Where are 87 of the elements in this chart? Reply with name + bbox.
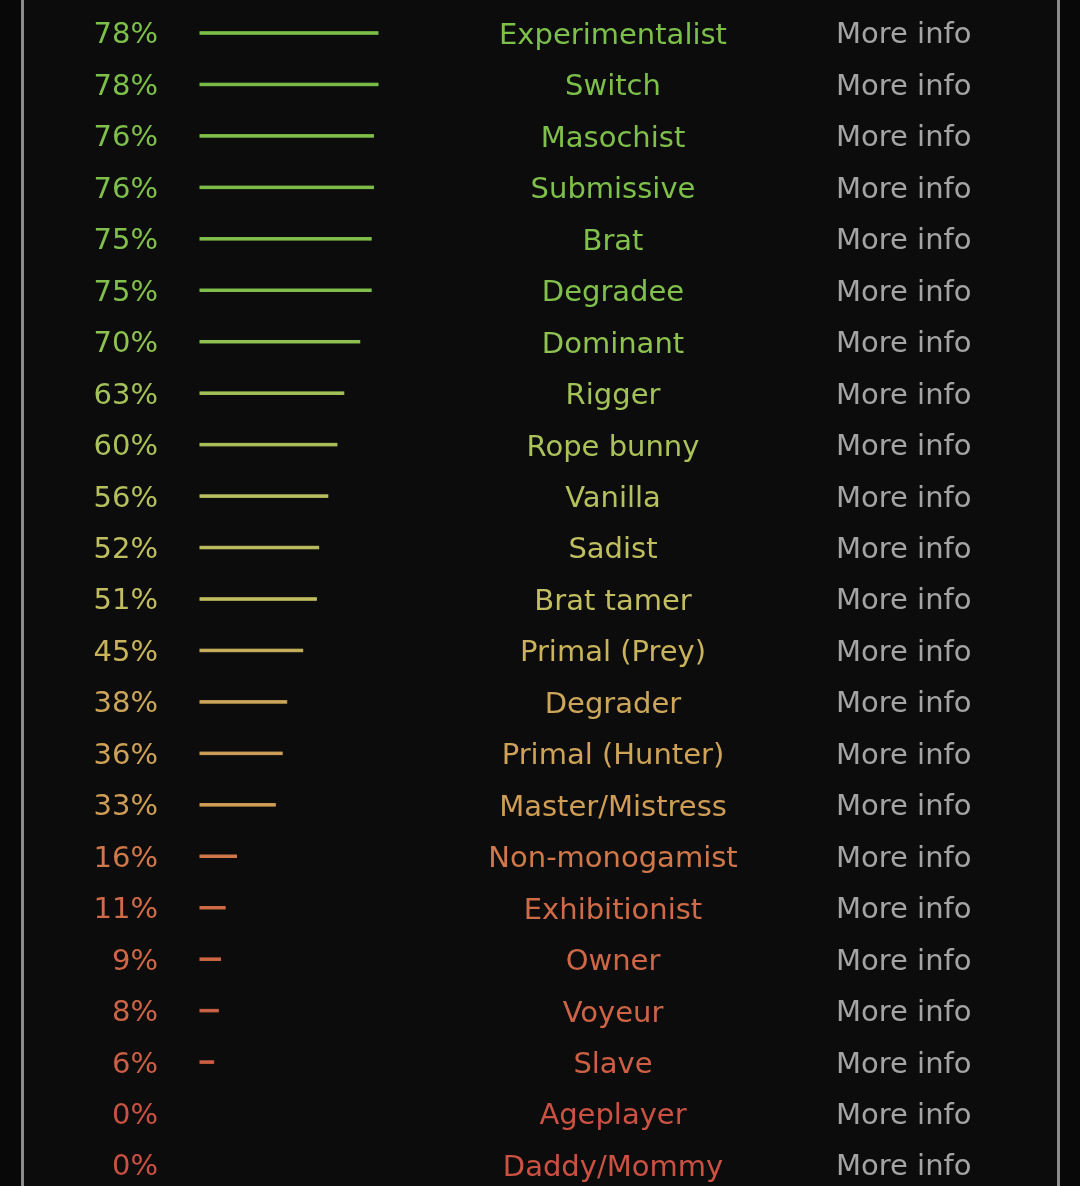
bar — [199, 597, 317, 601]
data-label: 45% — [93, 633, 158, 668]
y-tick-label: Primal (Hunter) — [501, 737, 725, 772]
text: More info — [836, 633, 972, 668]
bar — [199, 185, 374, 190]
text: More info — [836, 1096, 972, 1131]
bar — [199, 905, 226, 910]
y-tick-label: Degradee — [541, 274, 685, 309]
data-label: 0% — [111, 1148, 158, 1183]
data-label: 9% — [111, 942, 158, 977]
y-tick-label: Brat tamer — [534, 582, 692, 617]
text: More info — [836, 479, 972, 514]
y-tick-label: Masochist — [540, 119, 686, 154]
data-label: 75% — [93, 273, 158, 308]
text: More info — [836, 170, 972, 205]
data-label: 38% — [93, 685, 158, 720]
text: More info — [836, 839, 972, 874]
data-label: 8% — [111, 994, 158, 1029]
y-tick-label: Brat — [582, 222, 644, 257]
data-label: 75% — [93, 222, 158, 257]
text: More info — [836, 788, 972, 823]
bar — [199, 751, 283, 756]
text: More info — [836, 1148, 972, 1183]
bar — [199, 494, 329, 498]
y-tick-label: Switch — [565, 68, 661, 103]
y-tick-label: Owner — [565, 943, 661, 978]
bar — [199, 391, 345, 395]
y-tick-label: Degrader — [544, 685, 682, 720]
bar — [199, 442, 338, 447]
text: More info — [836, 994, 972, 1029]
data-label: 76% — [93, 119, 158, 154]
text: More info — [836, 273, 972, 308]
y-tick-label: Experimentalist — [499, 16, 727, 51]
data-label: 0% — [111, 1096, 158, 1131]
bar — [199, 854, 238, 859]
text: More info — [836, 376, 972, 411]
data-label: 70% — [93, 325, 158, 360]
data-label: 52% — [93, 530, 158, 565]
y-tick-label: Rope bunny — [526, 428, 700, 463]
text: More info — [836, 16, 972, 51]
y-tick-label: Master/Mistress — [499, 788, 727, 823]
data-label: 16% — [93, 839, 158, 874]
data-label: 60% — [93, 428, 158, 463]
text: More info — [836, 222, 972, 257]
data-label: 36% — [93, 736, 158, 771]
data-label: 78% — [93, 16, 158, 51]
text: More info — [836, 685, 972, 720]
data-label: 33% — [93, 788, 158, 823]
text: More info — [836, 428, 972, 463]
data-label: 76% — [93, 170, 158, 205]
y-tick-label: Slave — [573, 1046, 653, 1081]
bar — [199, 1008, 219, 1013]
y-tick-label: Ageplayer — [539, 1097, 687, 1132]
text: More info — [836, 942, 972, 977]
y-tick-label: Dominant — [541, 325, 685, 360]
y-tick-label: Non-monogamist — [488, 840, 738, 875]
bar — [199, 1060, 215, 1064]
bar — [199, 237, 372, 241]
y-tick-label: Submissive — [530, 171, 696, 206]
bar — [199, 700, 288, 704]
y-tick-label: Voyeur — [562, 994, 664, 1029]
data-label: 63% — [93, 376, 158, 411]
text: More info — [836, 736, 972, 771]
bar — [199, 134, 374, 138]
bar — [199, 31, 379, 35]
text: More info — [836, 67, 972, 102]
bar — [199, 339, 361, 344]
text: More info — [836, 582, 972, 617]
data-label: 78% — [93, 67, 158, 102]
data-label: 6% — [111, 1045, 158, 1080]
text: More info — [836, 891, 972, 926]
data-label: 51% — [93, 582, 158, 617]
bar — [199, 288, 372, 293]
text: More info — [836, 325, 972, 360]
text: More info — [836, 1045, 972, 1080]
y-tick-label: Vanilla — [565, 480, 661, 515]
y-tick-label: Exhibitionist — [523, 891, 703, 926]
data-label: 56% — [93, 479, 158, 514]
y-tick-label: Daddy/Mommy — [502, 1148, 724, 1183]
y-tick-label: Rigger — [565, 377, 661, 412]
text: More info — [836, 530, 972, 565]
bar — [199, 803, 276, 807]
data-label: 11% — [93, 891, 158, 926]
y-tick-label: Primal (Prey) — [519, 634, 707, 669]
text: More info — [836, 119, 972, 154]
y-tick-label: Sadist — [568, 531, 658, 566]
bar — [199, 957, 222, 961]
